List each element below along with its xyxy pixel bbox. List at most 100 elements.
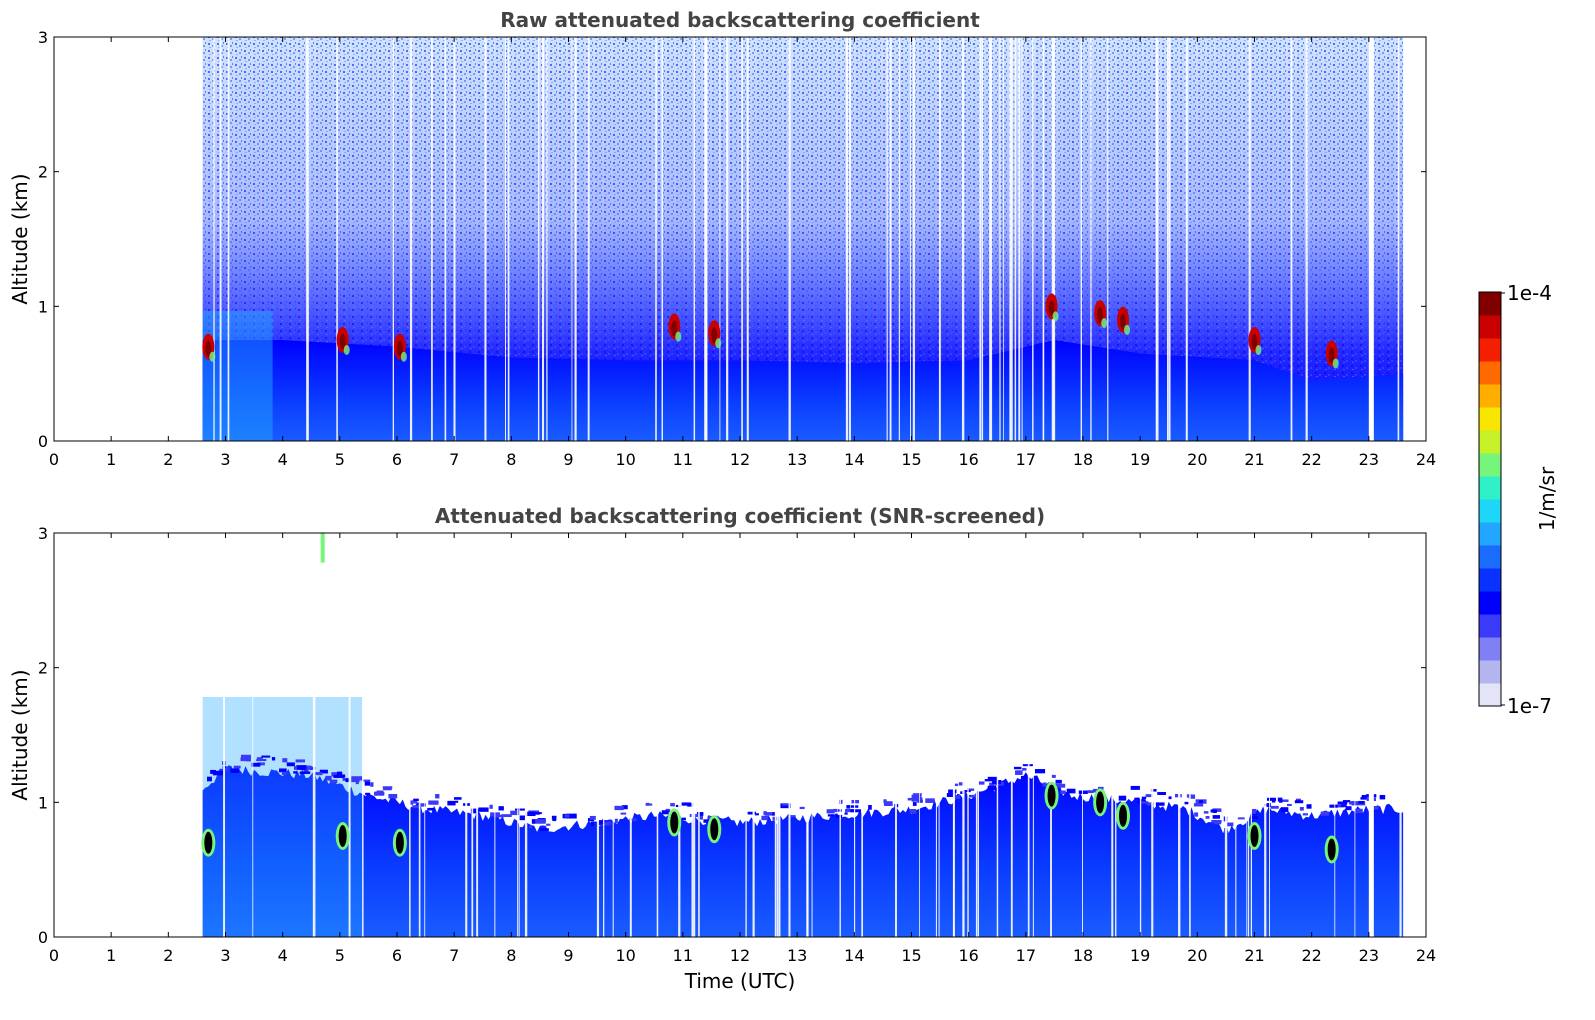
screened-top-fleck bbox=[987, 785, 996, 791]
screened-top-fleck bbox=[958, 782, 964, 786]
x-tick-label: 5 bbox=[335, 450, 345, 469]
screened-top-fleck bbox=[1015, 770, 1023, 775]
screened-top-fleck bbox=[747, 811, 756, 815]
dropout-streak bbox=[1305, 37, 1308, 441]
dropout-streak bbox=[465, 533, 468, 937]
x-tick-label: 21 bbox=[1244, 450, 1264, 469]
cloud-edge bbox=[1052, 311, 1059, 322]
x-tick-label: 9 bbox=[563, 450, 573, 469]
dropout-streak bbox=[778, 533, 781, 937]
colorbar-steps bbox=[1479, 292, 1501, 707]
screened-top-fleck bbox=[1226, 822, 1234, 827]
cloud-core bbox=[339, 334, 346, 350]
dropout-streak bbox=[213, 37, 215, 441]
dropout-streak bbox=[537, 37, 540, 441]
screened-top-fleck bbox=[1270, 805, 1279, 809]
dropout-streak bbox=[1107, 37, 1109, 441]
x-tick-label: 17 bbox=[1016, 450, 1036, 469]
screened-top-fleck bbox=[295, 759, 306, 763]
dropout-streak bbox=[693, 533, 696, 937]
cloud-core bbox=[1119, 804, 1128, 827]
screened-top-fleck bbox=[925, 798, 935, 803]
dropout-streak bbox=[719, 37, 721, 441]
screened-top-fleck bbox=[365, 792, 371, 795]
dropout-streak bbox=[693, 37, 696, 441]
screened-top-fleck bbox=[696, 812, 704, 816]
dropout-streak bbox=[1268, 533, 1270, 937]
x-tick-label: 15 bbox=[901, 946, 921, 965]
dropout-streak bbox=[1018, 37, 1021, 441]
cloud-edge bbox=[715, 338, 722, 349]
x-tick-label: 20 bbox=[1187, 450, 1207, 469]
screened-top-fleck bbox=[1266, 797, 1276, 801]
screened-top-fleck bbox=[1020, 775, 1028, 779]
screened-top-fleck bbox=[962, 790, 971, 793]
screened-top-fleck bbox=[789, 815, 796, 818]
x-tick-label: 4 bbox=[278, 450, 288, 469]
dropout-streak bbox=[1224, 533, 1228, 937]
screened-top-fleck bbox=[1087, 790, 1094, 794]
cloud-edge bbox=[209, 351, 216, 362]
screened-top-fleck bbox=[525, 811, 536, 817]
colorbar-max-label: 1e-4 bbox=[1507, 281, 1552, 305]
screened-top-fleck bbox=[1194, 812, 1199, 817]
x-tick-label: 24 bbox=[1416, 946, 1436, 965]
screened-top-fleck bbox=[883, 801, 893, 807]
screened-top-fleck bbox=[261, 755, 271, 758]
screened-top-fleck bbox=[501, 814, 512, 817]
dropout-streak bbox=[314, 533, 316, 937]
dropout-streak bbox=[806, 533, 809, 937]
dropout-streak bbox=[999, 37, 1001, 441]
colorbar-step bbox=[1479, 499, 1501, 523]
screened-top-fleck bbox=[257, 762, 265, 766]
x-tick-label: 14 bbox=[844, 450, 864, 469]
x-tick-label: 22 bbox=[1301, 450, 1321, 469]
colorbar-step bbox=[1479, 637, 1501, 661]
screened-heatmap bbox=[201, 533, 1404, 937]
dropout-streak bbox=[1250, 533, 1253, 937]
screened-top-fleck bbox=[412, 805, 419, 809]
raw-backscatter-panel: Raw attenuated backscattering coefficien… bbox=[8, 8, 1436, 469]
dropout-streak bbox=[1080, 37, 1082, 441]
x-tick-label: 16 bbox=[958, 946, 978, 965]
screened-top-fleck bbox=[845, 808, 855, 813]
cloud-core bbox=[711, 327, 718, 344]
dropout-streak bbox=[517, 533, 519, 937]
screened-top-fleck bbox=[681, 817, 686, 821]
screened-top-fleck bbox=[337, 771, 343, 777]
screened-top-fleck bbox=[535, 819, 546, 824]
screened-top-fleck bbox=[1281, 799, 1289, 802]
screened-top-fleck bbox=[835, 814, 843, 819]
y-tick-label: 2 bbox=[38, 163, 48, 182]
screened-top-fleck bbox=[850, 809, 862, 813]
dropout-streak bbox=[938, 37, 941, 441]
x-tick-label: 2 bbox=[163, 450, 173, 469]
dropout-streak bbox=[1151, 533, 1154, 937]
y-tick-label: 3 bbox=[38, 28, 48, 47]
x-tick-label: 19 bbox=[1130, 450, 1150, 469]
cloud-edge bbox=[1255, 345, 1262, 355]
screened-top-fleck bbox=[1205, 816, 1210, 819]
raw-boundary-layer bbox=[202, 340, 1404, 441]
dropout-streak bbox=[227, 37, 230, 441]
dropout-streak bbox=[1042, 37, 1044, 441]
x-tick-label: 14 bbox=[844, 946, 864, 965]
screened-top-fleck bbox=[913, 795, 922, 799]
screened-top-fleck bbox=[911, 797, 923, 802]
screened-top-fleck bbox=[293, 766, 298, 770]
screened-top-fleck bbox=[251, 762, 261, 767]
screened-top-fleck bbox=[1212, 808, 1222, 812]
x-tick-label: 10 bbox=[615, 946, 635, 965]
colorbar-step bbox=[1479, 614, 1501, 638]
dropout-streak bbox=[746, 37, 749, 441]
screened-top-fleck bbox=[697, 814, 703, 820]
screened-top-fleck bbox=[1360, 797, 1367, 800]
screened-top-fleck bbox=[1130, 785, 1141, 790]
dropout-streak bbox=[1264, 533, 1267, 937]
cloud-core bbox=[205, 340, 212, 357]
dropout-streak bbox=[1290, 37, 1293, 441]
screened-top-fleck bbox=[1361, 794, 1369, 798]
dropout-gap bbox=[1368, 37, 1374, 441]
dropout-streak bbox=[1082, 533, 1083, 937]
screened-top-fleck bbox=[552, 816, 557, 822]
